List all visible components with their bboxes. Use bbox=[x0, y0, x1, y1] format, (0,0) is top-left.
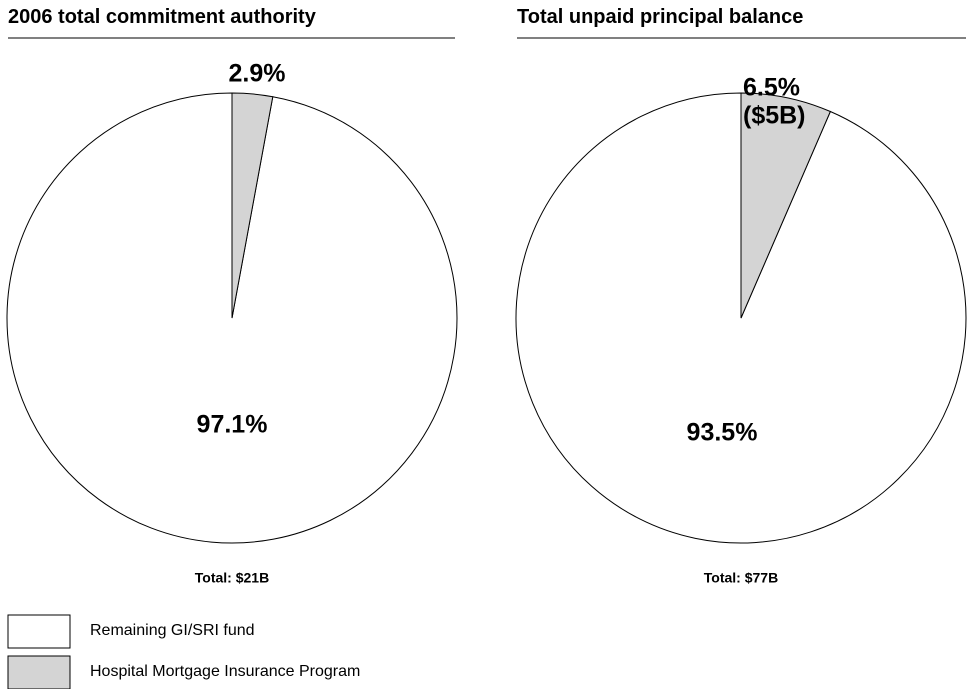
legend-swatch bbox=[7, 614, 71, 649]
slice-label: 6.5% ($5B) bbox=[743, 73, 806, 129]
legend-label: Remaining GI/SRI fund bbox=[90, 622, 255, 640]
legend-swatch bbox=[7, 655, 71, 689]
chart-title: 2006 total commitment authority bbox=[8, 6, 316, 28]
pie-slice bbox=[231, 92, 274, 319]
total-label: Total: $21B bbox=[194, 569, 270, 586]
pie-slice bbox=[740, 92, 832, 319]
slice-label: 97.1% bbox=[196, 410, 268, 439]
slice-label: 93.5% bbox=[686, 418, 758, 447]
slice-label: 2.9% bbox=[228, 59, 286, 88]
legend-label: Hospital Mortgage Insurance Program bbox=[90, 663, 361, 681]
chart-title: Total unpaid principal balance bbox=[517, 6, 804, 28]
total-label: Total: $77B bbox=[703, 569, 779, 586]
